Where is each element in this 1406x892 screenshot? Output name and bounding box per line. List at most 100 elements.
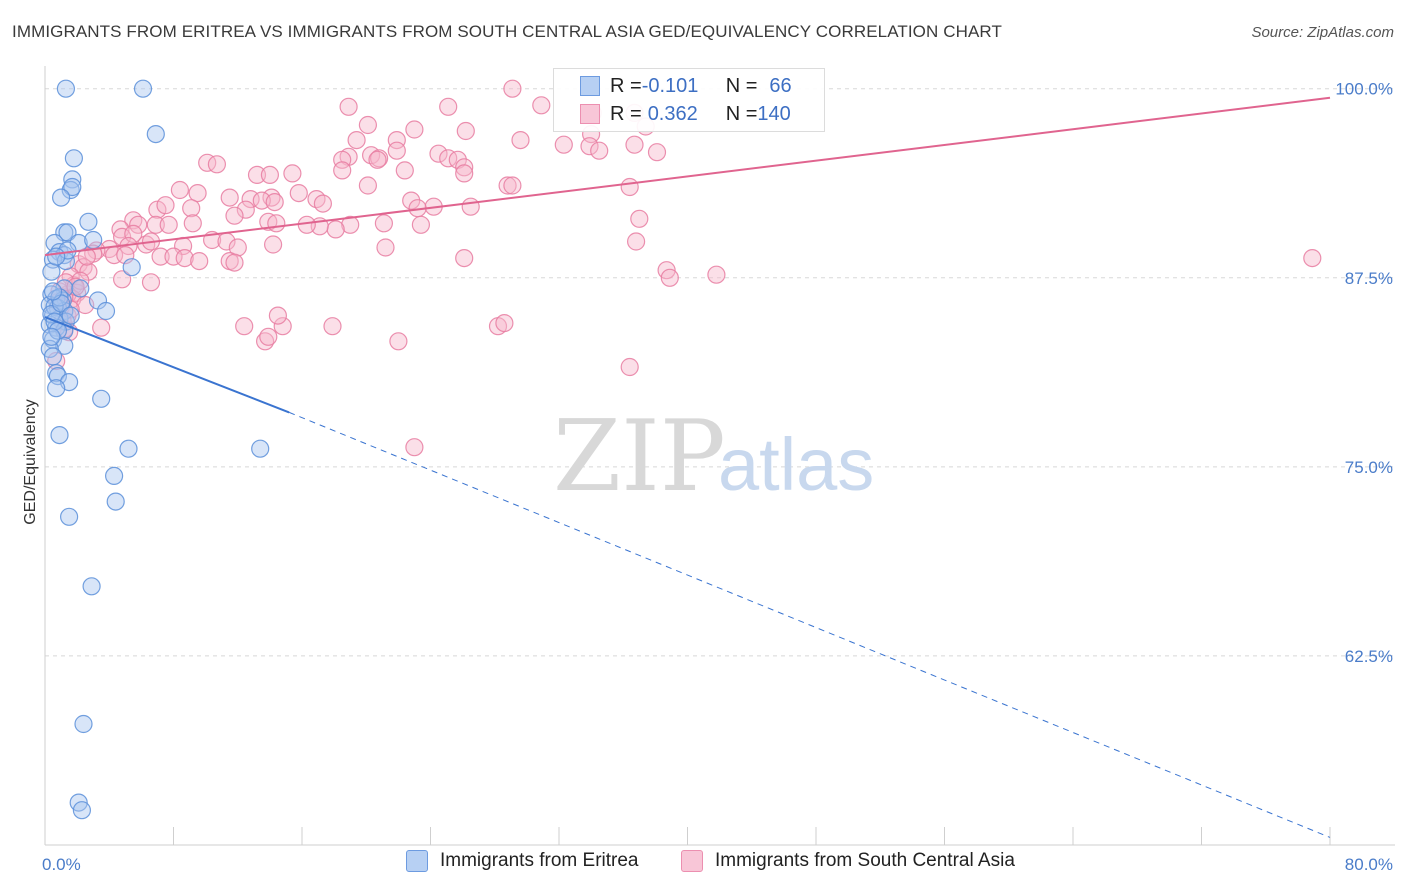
south-central-asia-point-118 bbox=[323, 317, 342, 336]
south-central-asia-point-14 bbox=[554, 135, 573, 154]
south-central-asia-point-63 bbox=[326, 220, 345, 239]
south-central-asia-point-94 bbox=[175, 249, 194, 268]
south-central-asia-point-100 bbox=[455, 249, 474, 268]
south-central-asia-point-58 bbox=[182, 199, 201, 218]
eritrea-point-48 bbox=[104, 466, 124, 485]
south-central-asia-point-31 bbox=[247, 165, 267, 184]
south-central-asia-point-95 bbox=[190, 252, 209, 271]
south-central-asia-point-104 bbox=[1303, 249, 1322, 268]
south-central-asia-point-44 bbox=[220, 188, 239, 207]
n-value-south-central-asia: 140 bbox=[757, 102, 791, 125]
eritrea-point-65 bbox=[43, 282, 63, 301]
eritrea-point-2 bbox=[146, 125, 165, 144]
r-value-south-central-asia: 0.362 bbox=[647, 102, 698, 125]
eritrea-point-21 bbox=[71, 279, 90, 298]
south-central-asia-point-48 bbox=[313, 194, 332, 213]
south-central-asia-point-59 bbox=[225, 206, 244, 225]
watermark-atlas: atlas bbox=[718, 423, 874, 506]
south-central-asia-swatch bbox=[580, 104, 600, 124]
stats-box: R = -0.101 N = 66 R = 0.362 N = 140 bbox=[553, 68, 825, 132]
south-central-asia-point-38 bbox=[498, 176, 517, 195]
regression-lines bbox=[44, 96, 1331, 838]
south-central-asia-point-68 bbox=[630, 209, 649, 228]
eritrea-point-18 bbox=[122, 258, 141, 277]
legend-swatch-eritrea bbox=[406, 850, 428, 872]
n-label: N = bbox=[725, 74, 758, 97]
eritrea-point-47 bbox=[251, 439, 270, 458]
eritrea-point-54 bbox=[72, 801, 92, 820]
south-central-asia-point-108 bbox=[141, 273, 161, 292]
south-central-asia-point-71 bbox=[146, 215, 165, 234]
south-central-asia-point-139 bbox=[77, 247, 96, 266]
south-central-asia-point-32 bbox=[260, 165, 279, 184]
eritrea-trend-extension bbox=[288, 411, 1331, 838]
south-central-asia-point-85 bbox=[626, 232, 646, 251]
south-central-asia-point-84 bbox=[376, 238, 395, 257]
south-central-asia-point-76 bbox=[124, 224, 143, 243]
south-central-asia-point-19 bbox=[387, 141, 406, 160]
south-central-asia-point-103 bbox=[707, 265, 726, 284]
south-central-asia-point-73 bbox=[183, 214, 202, 233]
source-label: Source: ZipAtlas.com bbox=[1251, 24, 1394, 41]
south-central-asia-point-124 bbox=[620, 357, 639, 377]
eritrea-point-63 bbox=[42, 327, 61, 346]
eritrea-point-45 bbox=[50, 426, 69, 445]
chart-title: IMMIGRANTS FROM ERITREA VS IMMIGRANTS FR… bbox=[12, 22, 1002, 41]
r-value-eritrea: -0.101 bbox=[641, 74, 699, 97]
eritrea-point-46 bbox=[119, 439, 138, 458]
legend-item-eritrea: Immigrants from Eritrea bbox=[406, 850, 638, 872]
south-central-asia-point-17 bbox=[647, 143, 667, 162]
south-central-asia-point-107 bbox=[112, 270, 132, 289]
axes bbox=[44, 66, 1395, 846]
south-central-asia-point-117 bbox=[268, 306, 287, 325]
south-central-asia-point-1 bbox=[532, 96, 551, 115]
south-central-asia-point-40 bbox=[620, 177, 639, 197]
eritrea-point-8 bbox=[79, 212, 98, 231]
south-central-asia-point-102 bbox=[660, 268, 679, 287]
eritrea-point-13 bbox=[84, 230, 103, 250]
eritrea-point-51 bbox=[82, 577, 101, 596]
south-central-asia-point-34 bbox=[395, 161, 414, 180]
eritrea-point-1 bbox=[133, 79, 153, 98]
y-tick-label-3: 100.0% bbox=[1335, 80, 1393, 99]
south-central-asia-point-20 bbox=[429, 144, 448, 163]
eritrea-point-0 bbox=[56, 79, 76, 98]
south-central-asia-point-16 bbox=[580, 137, 599, 156]
south-central-asia-point-9 bbox=[456, 121, 475, 141]
south-central-asia-point-41 bbox=[170, 180, 189, 200]
legend-label-south-central-asia: Immigrants from South Central Asia bbox=[715, 850, 1015, 871]
eritrea-point-29 bbox=[96, 301, 116, 321]
eritrea-point-50 bbox=[59, 507, 79, 526]
eritrea-trend-line bbox=[44, 316, 290, 414]
south-central-asia-point-42 bbox=[188, 184, 207, 203]
south-central-asia-point-55 bbox=[265, 193, 284, 212]
legend-label-eritrea: Immigrants from Eritrea bbox=[440, 850, 639, 871]
r-label: R = bbox=[610, 102, 642, 125]
eritrea-point-44 bbox=[92, 389, 111, 408]
south-central-asia-point-28 bbox=[455, 158, 474, 177]
south-central-asia-point-46 bbox=[289, 184, 308, 203]
south-central-asia-point-11 bbox=[511, 131, 530, 150]
south-central-asia-point-54 bbox=[236, 200, 255, 219]
south-central-asia-point-115 bbox=[235, 317, 254, 336]
eritrea-point-6 bbox=[63, 177, 82, 197]
y-tick-labels: 62.5% 75.0% 87.5% 100.0% bbox=[1335, 80, 1393, 666]
south-central-asia-point-70 bbox=[129, 215, 148, 234]
n-label: N = bbox=[725, 102, 758, 125]
south-central-asia-point-49 bbox=[402, 191, 421, 210]
south-central-asia-point-25 bbox=[368, 150, 387, 169]
y-tick-label-0: 62.5% bbox=[1345, 647, 1393, 666]
r-label: R = bbox=[610, 74, 642, 97]
watermark-zip: ZIP bbox=[553, 400, 726, 514]
x-tick-label-max: 80.0% bbox=[1345, 855, 1393, 874]
south-central-asia-point-7 bbox=[405, 120, 424, 139]
south-central-asia-point-52 bbox=[461, 197, 480, 216]
y-tick-label-1: 75.0% bbox=[1345, 458, 1393, 477]
south-central-asia-point-26 bbox=[439, 149, 458, 168]
south-central-asia-point-30 bbox=[207, 155, 226, 174]
south-central-asia-point-113 bbox=[92, 318, 111, 337]
eritrea-point-43 bbox=[47, 379, 66, 398]
eritrea-point-62 bbox=[47, 247, 66, 266]
legend-item-south-central-asia: Immigrants from South Central Asia bbox=[681, 850, 1015, 872]
eritrea-point-10 bbox=[58, 223, 77, 242]
